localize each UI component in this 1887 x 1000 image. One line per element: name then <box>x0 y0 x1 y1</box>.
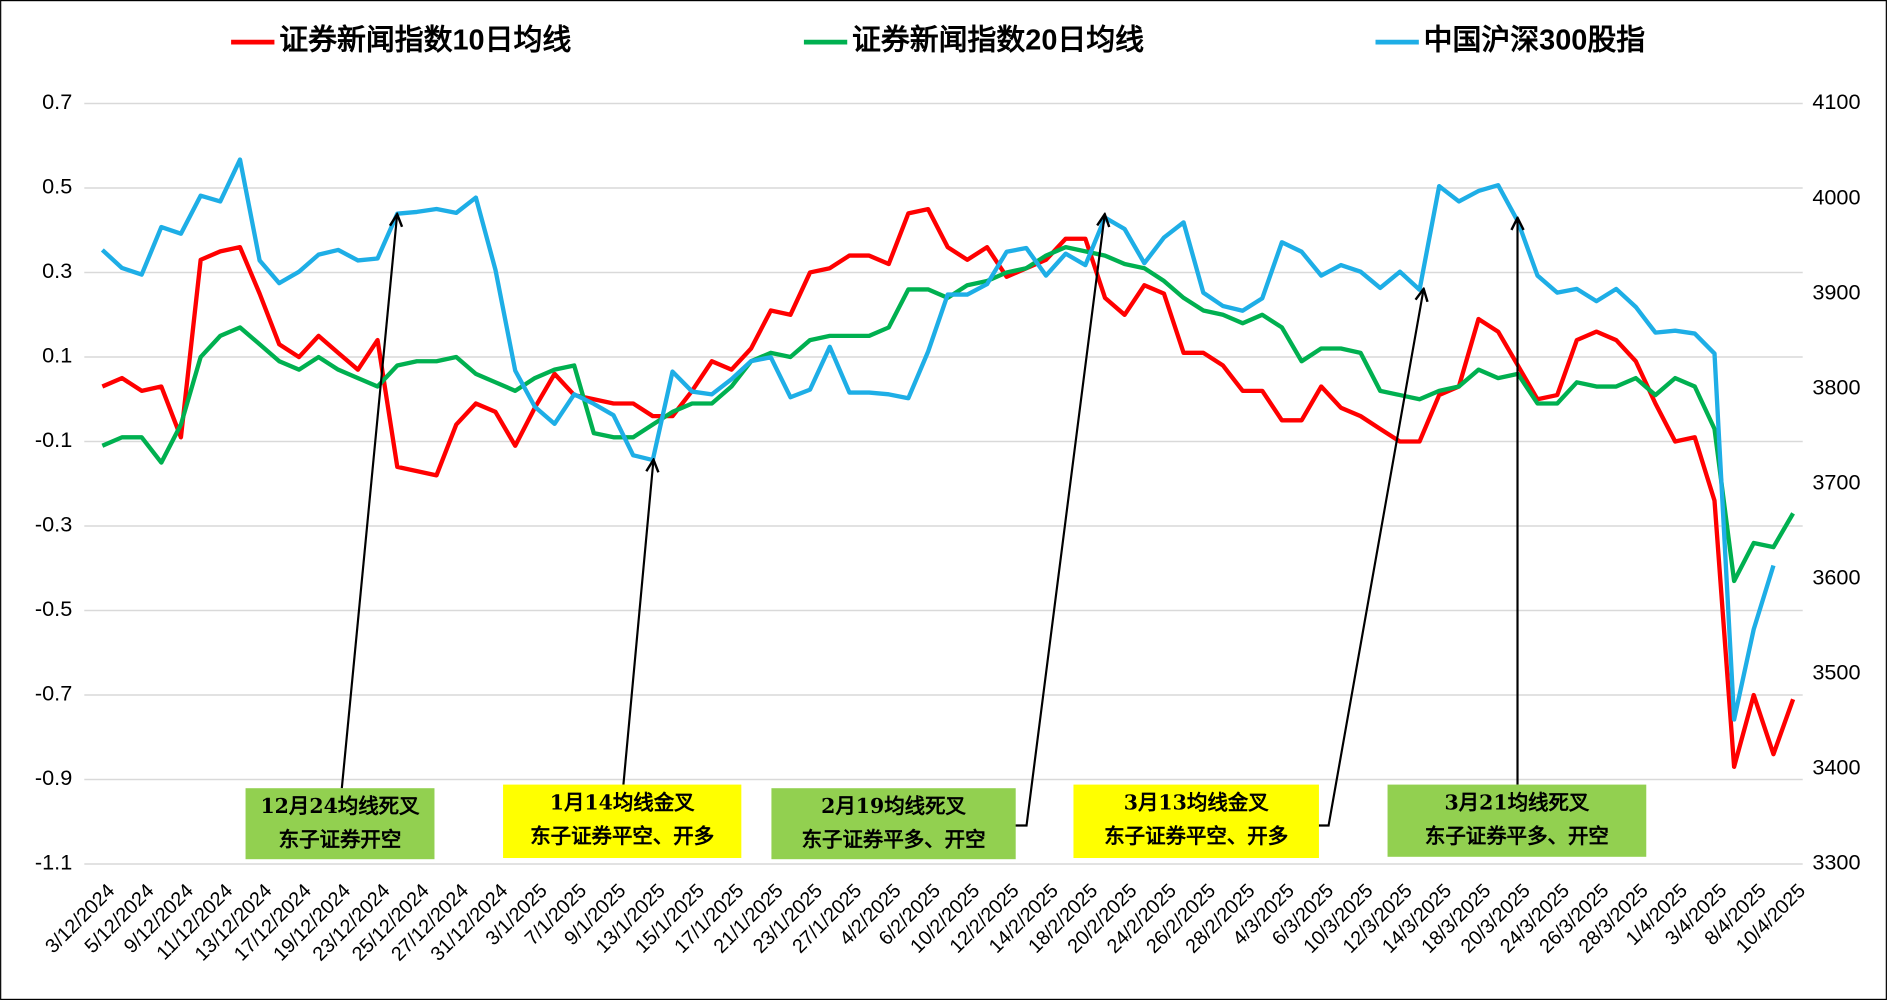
y2-tick-label: 3800 <box>1812 374 1860 399</box>
y2-tick-label: 3700 <box>1812 469 1860 494</box>
annotation-text: 3月13均线金叉 <box>1124 790 1269 814</box>
y2-tick-label: 3600 <box>1812 565 1860 590</box>
annotation-text: 东子证券平空、开多 <box>530 824 714 848</box>
y-tick-label: -0.7 <box>35 681 72 706</box>
y-tick-label: 0.7 <box>42 89 72 114</box>
legend-label: 证券新闻指数20日均线 <box>852 25 1144 57</box>
series-line <box>100 157 1776 722</box>
annotation-box <box>1387 784 1647 857</box>
y-tick-label: 0.1 <box>42 343 72 368</box>
annotation-text: 1月14均线金叉 <box>550 790 695 814</box>
annotation-text: 3月21均线死叉 <box>1444 790 1589 814</box>
annotation-arrow <box>1317 289 1424 827</box>
annotation-arrow <box>1014 214 1104 827</box>
annotation-text: 东子证券平多、开空 <box>1425 824 1609 848</box>
annotation-text: 12月24均线死叉 <box>260 794 420 818</box>
y-tick-label: -0.3 <box>35 512 72 537</box>
annotation-box <box>1073 784 1319 859</box>
y2-tick-label: 4100 <box>1812 89 1860 114</box>
y2-tick-label: 4000 <box>1812 184 1860 209</box>
annotation-text: 东子证券平多、开空 <box>802 828 986 852</box>
annotation-arrow <box>622 460 653 785</box>
y2-tick-label: 3400 <box>1812 755 1860 780</box>
y2-tick-label: 3900 <box>1812 279 1860 304</box>
y-tick-label: 0.3 <box>42 258 72 283</box>
annotation-box <box>771 788 1016 860</box>
legend-label: 中国沪深300股指 <box>1424 25 1646 57</box>
y-tick-label: -0.5 <box>35 596 72 621</box>
y2-tick-label: 3300 <box>1812 850 1860 875</box>
annotation-text: 东子证券开空 <box>279 828 402 852</box>
annotation-box <box>245 788 435 860</box>
annotation-text: 2月19均线死叉 <box>821 794 966 818</box>
y-tick-label: -0.1 <box>35 427 72 452</box>
legend-label: 证券新闻指数10日均线 <box>279 25 571 57</box>
y-tick-label: -0.9 <box>35 765 72 790</box>
annotation-arrow <box>340 214 397 789</box>
y2-tick-label: 3500 <box>1812 660 1860 685</box>
y-tick-label: 0.5 <box>42 174 72 199</box>
annotation-text: 东子证券平空、开多 <box>1104 824 1288 848</box>
y-tick-label: -1.1 <box>35 850 72 875</box>
annotation-box <box>503 784 742 859</box>
